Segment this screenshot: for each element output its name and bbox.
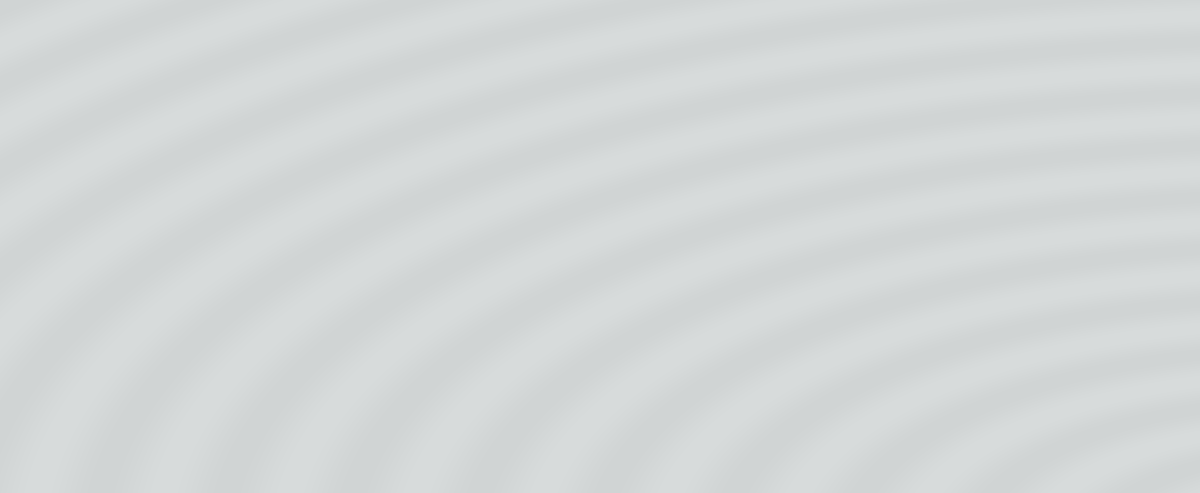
Text: E°cell = E°ox + E°red: E°cell = E°ox + E°red — [58, 434, 360, 462]
Text: measured to be +0.072 V at 298 K. If [Cu²⁺] = 1.0 M in the Cu²⁺|Cu half: measured to be +0.072 V at 298 K. If [Cu… — [58, 175, 1057, 203]
Text: cell, what is [Ag⁺] in the Ag|Ag⁺ half-cell? (First step: You will need to: cell, what is [Ag⁺] in the Ag|Ag⁺ half-c… — [58, 240, 1014, 268]
Text: use the data in Table 17-1 to calculate E°cell.)  Give your answer to: use the data in Table 17-1 to calculate … — [58, 305, 995, 333]
Text: Chloride ions are added to the Ag|Ag⁺ half-cell of the cell: Chloride ions are added to the Ag|Ag⁺ ha… — [58, 44, 848, 73]
Text: Ecell = E°cell - (0.0257 V/n) ln(Q): Ecell = E°cell - (0.0257 V/n) ln(Q) — [58, 377, 522, 405]
Text: two significant figures.: two significant figures. — [58, 370, 373, 398]
Text: Ag|Ag⁺||Cu²⁺|Cu to precipitate AgCl (s).  The cell voltage is then: Ag|Ag⁺||Cu²⁺|Cu to precipitate AgCl (s).… — [58, 109, 946, 138]
